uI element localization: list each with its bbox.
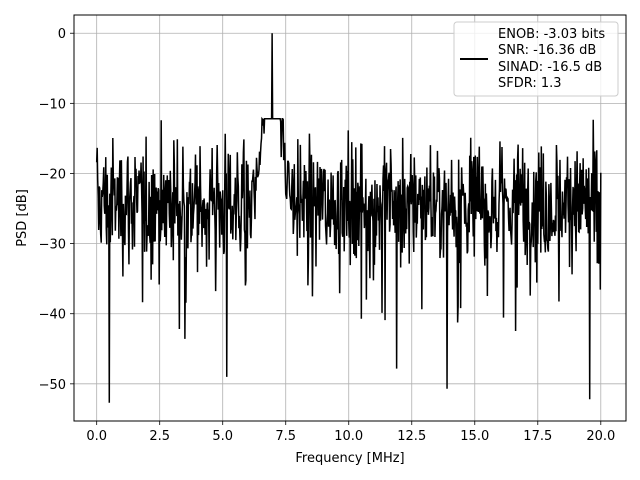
legend-line-snr: SNR: -16.36 dB [498, 43, 596, 58]
x-axis-label: Frequency [MHz] [295, 451, 404, 466]
psd-series-line [95, 33, 602, 403]
y-tick-label: −30 [39, 238, 66, 253]
legend-line-enob: ENOB: -3.03 bits [498, 27, 605, 42]
x-tick-label: 15.0 [460, 429, 489, 444]
legend-line-sinad: SINAD: -16.5 dB [498, 60, 602, 75]
x-tick-label: 12.5 [397, 429, 426, 444]
legend-box [453, 21, 619, 97]
x-tick-label: 7.5 [275, 429, 296, 444]
y-axis-label: PSD [dB] [15, 189, 30, 247]
x-tick-label: 5.0 [212, 429, 233, 444]
x-axis-ticks: 0.0 2.5 5.0 7.5 10.0 12.5 15.0 17.5 20.0 [86, 421, 615, 444]
plot-area [95, 33, 602, 403]
y-tick-label: −20 [39, 167, 66, 182]
y-tick-label: −10 [39, 97, 66, 112]
y-tick-label: 0 [58, 27, 66, 42]
y-tick-label: −50 [39, 378, 66, 393]
x-tick-label: 0.0 [86, 429, 107, 444]
y-axis-ticks: 0 −10 −20 −30 −40 −50 [39, 27, 74, 393]
legend: ENOB: -3.03 bits SNR: -16.36 dB SINAD: -… [453, 21, 619, 97]
x-tick-label: 20.0 [586, 429, 615, 444]
x-tick-label: 2.5 [149, 429, 170, 444]
legend-line-sfdr: SFDR: 1.3 [498, 76, 562, 91]
x-tick-label: 10.0 [334, 429, 363, 444]
axes-frame [73, 14, 627, 422]
x-tick-label: 17.5 [523, 429, 552, 444]
y-tick-label: −40 [39, 308, 66, 323]
